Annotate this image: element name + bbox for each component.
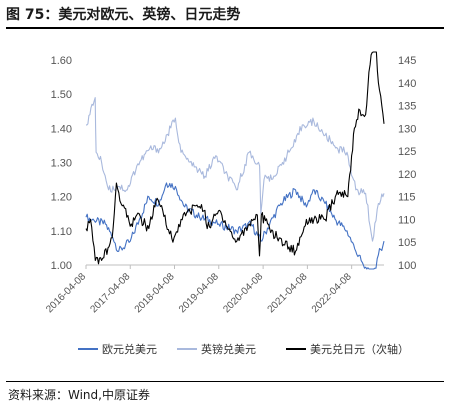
left-tick-label: 1.10 xyxy=(51,226,72,238)
right-tick-label: 125 xyxy=(398,146,416,158)
fx-line-chart: 1.00 1.10 1.20 1.30 1.40 1.50 1.60 100 105 110 11… xyxy=(44,51,416,356)
figure-title: 图 75：美元对欧元、英镑、日元走势 xyxy=(6,7,241,23)
legend-label: 美元兑日元（次轴） xyxy=(310,342,409,356)
right-tick-label: 130 xyxy=(398,123,416,135)
series-line-2 xyxy=(85,51,385,265)
left-tick-label: 1.40 xyxy=(51,123,72,135)
title-underline xyxy=(6,27,444,29)
x-tick-label: 2019-04-08 xyxy=(177,271,221,315)
x-axis: 2016-04-08 2017-04-08 2018-04-08 2019-04-08… xyxy=(44,264,384,315)
right-axis: 100 105 110 115 120 125 130 135 140 145 xyxy=(398,55,416,272)
left-tick-label: 1.00 xyxy=(51,260,72,272)
x-tick-label: 2018-04-08 xyxy=(133,271,177,315)
series-line-0 xyxy=(85,182,385,270)
series-line-1 xyxy=(86,97,385,242)
x-tick-label: 2020-04-08 xyxy=(221,271,265,315)
source-divider xyxy=(6,381,444,382)
right-tick-label: 105 xyxy=(398,237,416,249)
x-tick-label: 2022-04-08 xyxy=(310,271,354,315)
right-tick-label: 110 xyxy=(398,214,416,226)
left-tick-label: 1.60 xyxy=(51,55,72,67)
left-tick-label: 1.50 xyxy=(51,89,72,101)
right-tick-label: 120 xyxy=(398,169,416,181)
x-tick-label: 2016-04-08 xyxy=(44,271,88,315)
left-axis: 1.00 1.10 1.20 1.30 1.40 1.50 1.60 xyxy=(51,55,72,272)
x-tick-label: 2021-04-08 xyxy=(266,271,310,315)
right-tick-label: 140 xyxy=(398,78,416,90)
left-tick-label: 1.30 xyxy=(51,158,72,170)
right-tick-label: 100 xyxy=(398,260,416,272)
source-note: 资料来源：Wind,中原证券 xyxy=(8,388,150,402)
x-tick-label: 2017-04-08 xyxy=(88,271,132,315)
left-tick-label: 1.20 xyxy=(51,192,72,204)
chart-legend: 欧元兑美元 英镑兑美元 美元兑日元（次轴） xyxy=(78,342,409,356)
series-layer xyxy=(85,51,385,270)
legend-label: 欧元兑美元 xyxy=(102,342,157,356)
right-tick-label: 135 xyxy=(398,101,416,113)
right-tick-label: 145 xyxy=(398,55,416,67)
right-tick-label: 115 xyxy=(398,192,416,204)
legend-label: 英镑兑美元 xyxy=(201,342,256,356)
